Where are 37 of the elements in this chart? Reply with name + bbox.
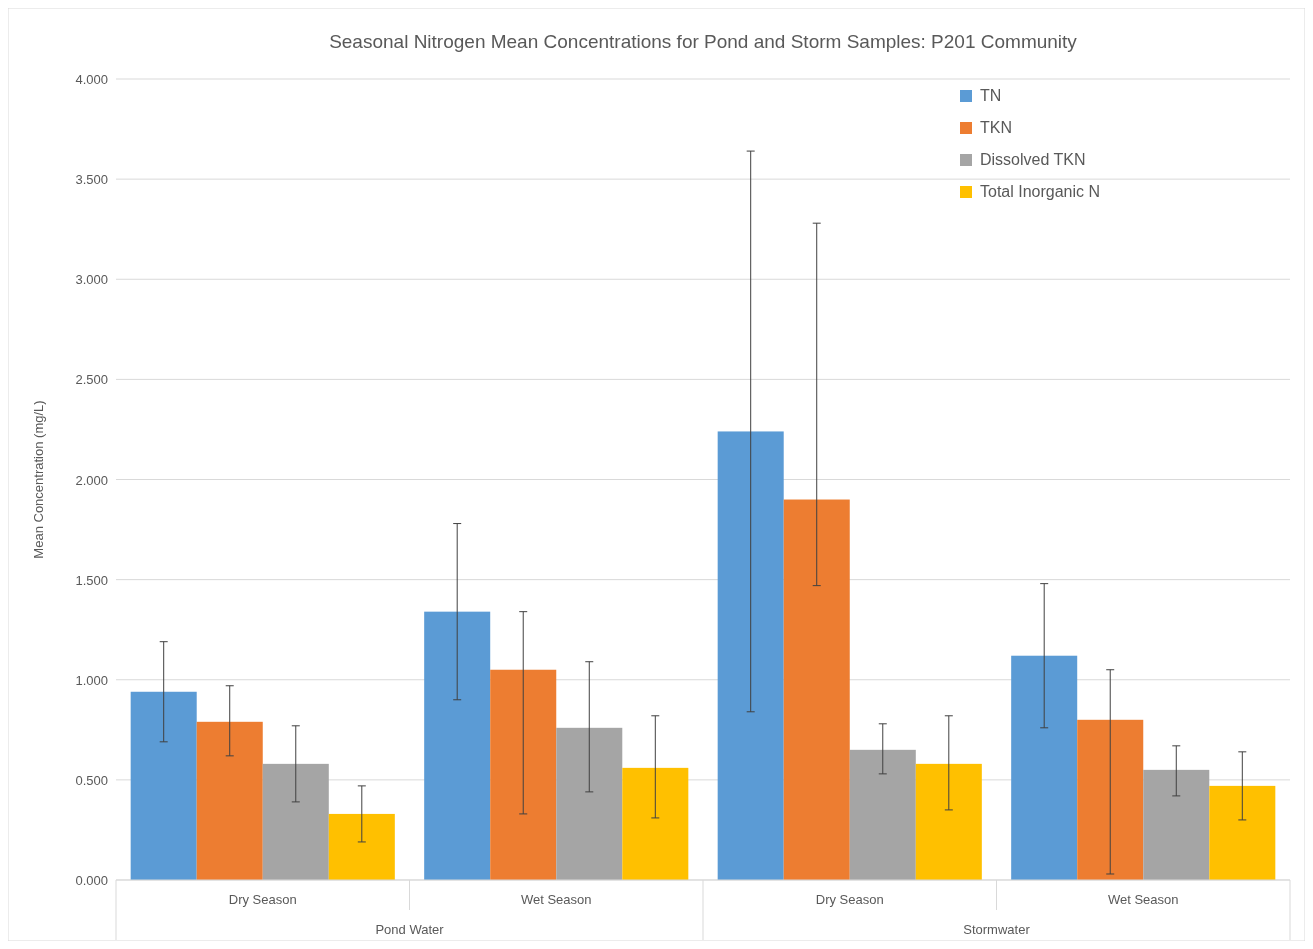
legend-label: TN	[980, 87, 1002, 104]
legend-label: TKN	[980, 119, 1012, 136]
bar	[262, 763, 329, 880]
bar	[424, 611, 491, 880]
y-tick-label: 2.500	[75, 372, 108, 388]
bar	[849, 749, 916, 880]
bar	[130, 691, 197, 880]
bar	[328, 813, 395, 880]
chart-title: Seasonal Nitrogen Mean Concentrations for Pond and Storm Samples: P201 Community	[329, 31, 1078, 52]
y-tick-label: 3.000	[75, 272, 108, 288]
bar	[915, 763, 982, 880]
x-tick-label: Dry Season	[228, 892, 297, 907]
y-tick-label: 0.500	[75, 772, 108, 788]
text: Pond Water	[375, 922, 445, 937]
y-tick-label: 4.000	[75, 72, 108, 87]
x-tick-label: Wet Season	[520, 892, 592, 907]
y-tick-label: 3.500	[75, 172, 108, 188]
bar	[1209, 785, 1276, 880]
bar	[1143, 769, 1210, 880]
bar	[717, 431, 784, 880]
bar	[556, 727, 623, 880]
bar	[196, 721, 263, 880]
legend-label: Dissolved TKN	[980, 151, 1086, 168]
bar	[490, 669, 557, 880]
legend-label: Total Inorganic N	[980, 183, 1101, 200]
y-tick-label: 1.500	[75, 572, 108, 588]
y-tick-label: 2.000	[75, 472, 108, 488]
x-tick-label: Dry Season	[815, 892, 884, 907]
text: Stormwater	[963, 922, 1031, 937]
bar	[622, 767, 689, 880]
y-tick-label: 0.000	[75, 873, 108, 888]
bar	[1077, 719, 1144, 880]
y-axis-title: Mean Concentration (mg/L)	[31, 400, 46, 559]
y-tick-label: 1.000	[75, 672, 108, 688]
x-tick-label: Wet Season	[1107, 892, 1179, 907]
bar	[783, 499, 850, 880]
bar	[1011, 655, 1078, 880]
